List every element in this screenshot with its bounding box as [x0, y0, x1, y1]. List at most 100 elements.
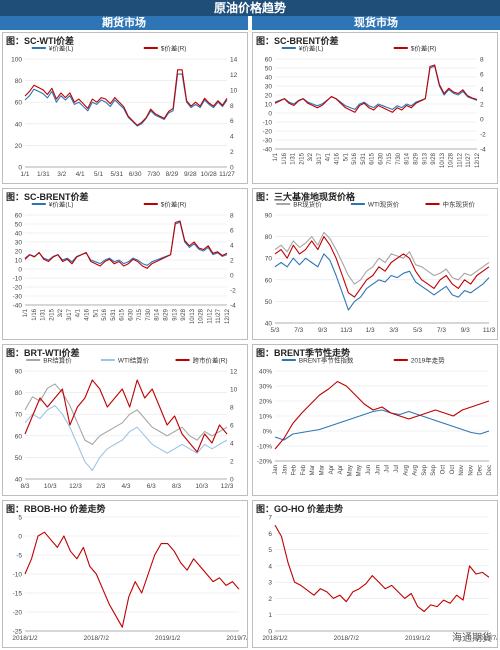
y-tick-label: 0%	[263, 429, 273, 436]
x-tick-label: 1/31	[41, 308, 47, 320]
x-tick-label: 2/15	[49, 308, 55, 320]
y2-tick-label: 12	[230, 369, 238, 376]
y2-tick-label: -4	[230, 303, 236, 310]
x-tick-label: Oct	[440, 465, 446, 475]
y-tick-label: 80	[265, 234, 273, 241]
y-tick-label: 50	[15, 455, 23, 462]
legend-label: ¥价差(L)	[49, 44, 74, 53]
y-tick-label: 5	[18, 515, 22, 522]
x-tick-label: 5/1	[343, 152, 349, 161]
x-tick-label: 1/16	[282, 152, 288, 164]
x-tick-label: 12/12	[225, 308, 231, 324]
x-tick-label: 4/1	[76, 308, 82, 317]
x-tick-label: 2019/1/2	[155, 635, 181, 642]
series-line	[274, 236, 490, 298]
y-tick-label: 0	[18, 534, 22, 541]
x-tick-label: Jan	[282, 465, 288, 475]
y-tick-label: 60	[265, 57, 273, 64]
legend-label: BRENT季节性指数	[299, 356, 354, 365]
y2-tick-label: 2	[230, 459, 234, 466]
series-line	[274, 64, 478, 113]
chart-title: 图：SC-WTI价差	[6, 36, 74, 46]
legend-label: ¥价差(L)	[299, 44, 324, 53]
y-tick-label: 3	[268, 580, 272, 587]
x-tick-label: 12/12	[475, 152, 481, 168]
y-tick-label: -10	[13, 276, 23, 283]
x-tick-label: 2019/7/2	[476, 635, 497, 642]
x-tick-label: 7/15	[137, 308, 143, 320]
x-tick-label: 6/3	[147, 483, 156, 490]
y2-tick-label: 4	[480, 87, 484, 94]
x-tick-label: 8/29	[164, 308, 170, 320]
x-tick-label: 5/1	[93, 308, 99, 317]
chart-panel-p1: 图：SC-WTI价差 0 20 40 60 80 100 0 2 4 6 8 10 12 14 1/1 1/31…	[2, 32, 248, 184]
y-tick-label: -20%	[257, 459, 272, 466]
y-tick-label: 60	[15, 100, 23, 107]
legend-label: WTI结算价	[118, 356, 150, 365]
y-tick-label: -20	[263, 129, 273, 136]
series-line	[24, 531, 240, 628]
legend-label: $价差(R)	[411, 44, 437, 53]
y-tick-label: -30	[13, 294, 23, 301]
x-tick-label: 2018/1/2	[262, 635, 288, 642]
x-tick-label: 1/3	[366, 327, 375, 334]
y-tick-label: 40	[265, 321, 273, 328]
x-tick-label: 2019/1/2	[405, 635, 431, 642]
y-tick-label: 20	[15, 249, 23, 256]
series-line	[274, 380, 490, 450]
y-tick-label: 90	[15, 369, 23, 376]
y-tick-label: -10	[263, 120, 273, 127]
series-line	[24, 221, 228, 266]
x-tick-label: 11/12	[207, 308, 213, 323]
y-tick-label: -20	[13, 285, 23, 292]
chart-title: 图：SC-BRENT价差	[6, 192, 89, 202]
y-tick-label: 80	[15, 78, 23, 85]
x-tick-label: 7/30	[146, 308, 152, 320]
y-tick-label: -40	[13, 303, 23, 310]
series-line	[274, 65, 478, 110]
y-tick-label: 0	[18, 267, 22, 274]
x-tick-label: 5/3	[413, 327, 422, 334]
legend-label: $价差(R)	[161, 200, 187, 209]
y2-tick-label: 4	[230, 441, 234, 448]
x-tick-label: 5/31	[361, 152, 367, 164]
y-tick-label: 90	[265, 213, 273, 220]
y-tick-label: 10	[15, 258, 23, 265]
y2-tick-label: 6	[230, 118, 234, 125]
x-tick-label: 1/1	[20, 171, 29, 178]
x-tick-label: Nov	[468, 465, 474, 476]
y-tick-label: 20%	[259, 399, 272, 406]
x-tick-label: May	[347, 465, 353, 476]
y-tick-label: 7	[268, 515, 272, 522]
x-tick-label: Dec	[478, 465, 484, 476]
y-tick-label: -30	[263, 138, 273, 145]
y-tick-label: 30%	[259, 384, 272, 391]
y-tick-label: 0	[18, 165, 22, 172]
y-tick-label: 6	[268, 531, 272, 538]
x-tick-label: 1/16	[32, 308, 38, 320]
y-tick-label: 0	[268, 629, 272, 636]
x-tick-label: 12/3	[221, 483, 234, 490]
x-tick-label: 8/29	[414, 152, 420, 164]
x-tick-label: May	[357, 465, 363, 476]
y-tick-label: 70	[15, 412, 23, 419]
x-tick-label: 8/29	[166, 171, 179, 178]
series-line	[274, 409, 490, 441]
y2-tick-label: 14	[230, 57, 238, 64]
series-line	[274, 253, 490, 311]
y-tick-label: 60	[265, 277, 273, 284]
x-tick-label: Feb	[301, 464, 307, 475]
legend-label: BR现货价	[293, 200, 322, 209]
y2-tick-label: 6	[230, 423, 234, 430]
x-tick-label: 10/3	[195, 483, 208, 490]
x-tick-label: 11/27	[219, 171, 235, 178]
y2-tick-label: 8	[480, 57, 484, 64]
y-tick-label: 100	[11, 57, 22, 64]
y2-tick-label: -4	[480, 147, 486, 154]
x-tick-label: 5/16	[102, 308, 108, 320]
series-line	[24, 405, 228, 471]
y2-tick-label: 0	[230, 165, 234, 172]
x-tick-label: Sep	[422, 464, 428, 475]
